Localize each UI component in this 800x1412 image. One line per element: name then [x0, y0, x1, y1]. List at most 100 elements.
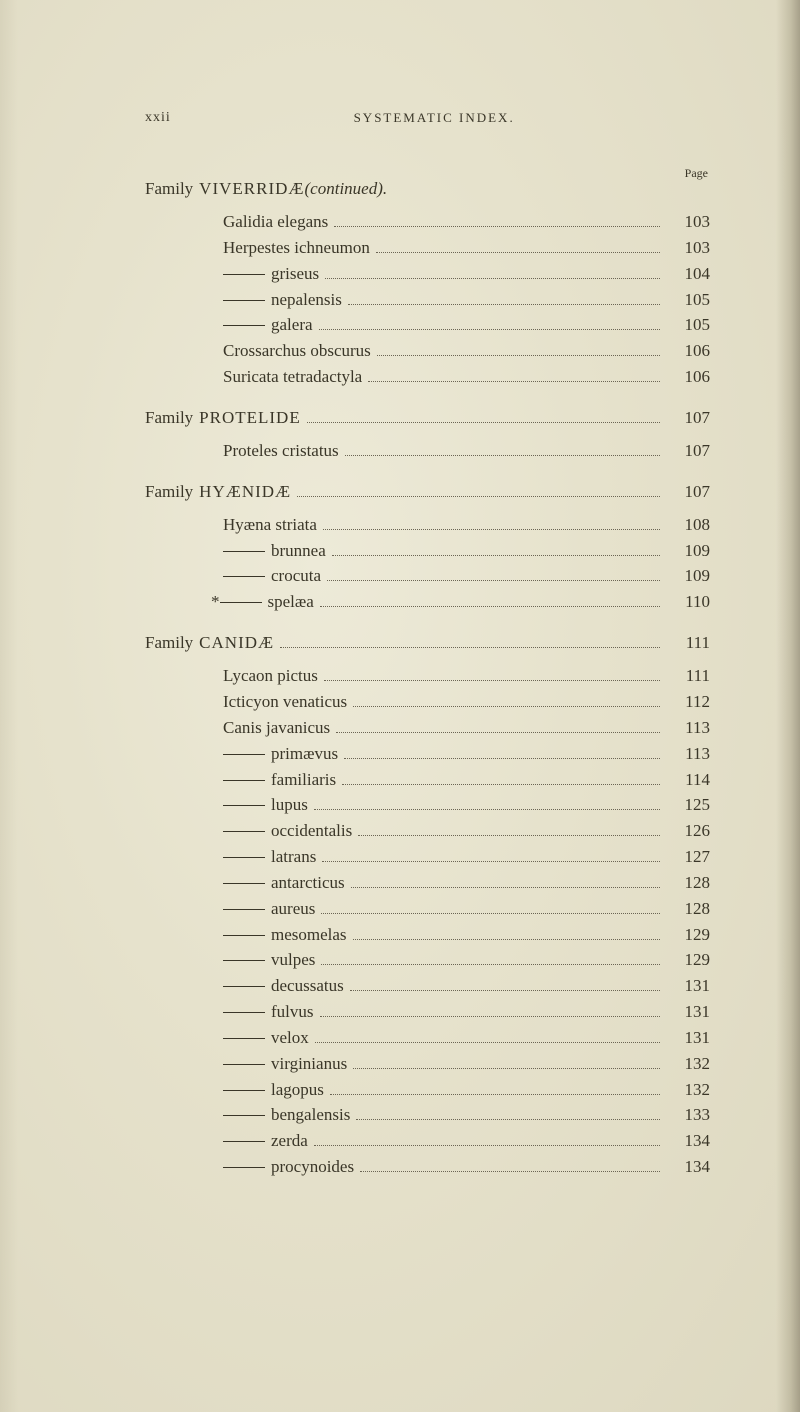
entry-text: Galidia elegans [223, 213, 328, 231]
entry-text: lupus [271, 796, 308, 814]
entry-page-number: 113 [666, 719, 710, 737]
entry-page-number: 108 [666, 516, 710, 534]
index-entry: Herpestes ichneumon103 [145, 239, 710, 257]
leader-dots [297, 496, 660, 497]
ditto-dash [223, 1167, 265, 1168]
ditto-dash [223, 1090, 265, 1091]
entry-text: occidentalis [271, 822, 352, 840]
entry-page-number: 131 [666, 977, 710, 995]
entry-text: griseus [271, 265, 319, 283]
ditto-dash [223, 1141, 265, 1142]
header-spacer [698, 110, 703, 126]
entry-text: Crossarchus obscurus [223, 342, 371, 360]
family-page-number: 111 [666, 633, 710, 653]
leader-dots [321, 913, 660, 914]
entry-page-number: 104 [666, 265, 710, 283]
index-entry: fulvus131 [145, 1003, 710, 1021]
index-entry: primævus113 [145, 745, 710, 763]
entry-text: zerda [271, 1132, 308, 1150]
index-entry: *spelæa110 [145, 593, 710, 611]
leader-dots [319, 329, 660, 330]
family-heading: Family CANIDÆ111 [145, 633, 710, 653]
family-name: HYÆNIDÆ [199, 482, 291, 502]
leader-dots [315, 1042, 660, 1043]
running-title: SYSTEMATIC INDEX. [354, 110, 515, 126]
entry-page-number: 105 [666, 316, 710, 334]
index-entry: lagopus132 [145, 1081, 710, 1099]
ditto-dash [223, 754, 265, 755]
index-entry: nepalensis105 [145, 291, 710, 309]
entry-page-number: 107 [666, 442, 710, 460]
ditto-dash [223, 986, 265, 987]
family-label: Family [145, 633, 193, 653]
leader-dots [332, 555, 660, 556]
leader-dots [353, 1068, 660, 1069]
index-entry: Canis javanicus 113 [145, 719, 710, 737]
leader-dots [344, 758, 660, 759]
index-entry: aureus128 [145, 900, 710, 918]
index-entry: bengalensis133 [145, 1106, 710, 1124]
family-name: PROTELIDE [199, 408, 301, 428]
entry-page-number: 109 [666, 542, 710, 560]
ditto-dash [223, 1012, 265, 1013]
leader-dots [323, 529, 660, 530]
family-heading: Family VIVERRIDÆ (continued). [145, 179, 710, 199]
leader-dots [348, 304, 660, 305]
ditto-dash [223, 1064, 265, 1065]
family-label: Family [145, 408, 193, 428]
entry-page-number: 127 [666, 848, 710, 866]
entry-page-number: 133 [666, 1106, 710, 1124]
index-entry: Crossarchus obscurus106 [145, 342, 710, 360]
index-entry: vulpes129 [145, 951, 710, 969]
entry-text: latrans [271, 848, 316, 866]
ditto-dash [223, 325, 265, 326]
entry-text: primævus [271, 745, 338, 763]
entry-page-number: 128 [666, 874, 710, 892]
index-entry: Proteles cristatus107 [145, 442, 710, 460]
entry-page-number: 132 [666, 1055, 710, 1073]
entry-text: decussatus [271, 977, 344, 995]
page: xxii SYSTEMATIC INDEX. PageFamily VIVERR… [0, 0, 800, 1412]
entry-text: Suricata tetradactyla [223, 368, 362, 386]
leader-dots [342, 784, 660, 785]
leader-dots [377, 355, 660, 356]
ditto-dash [223, 960, 265, 961]
entry-page-number: 134 [666, 1158, 710, 1176]
index-entry: familiaris114 [145, 771, 710, 789]
leader-dots [325, 278, 660, 279]
index-entry: zerda134 [145, 1132, 710, 1150]
ditto-dash [223, 805, 265, 806]
entry-text: spelæa [268, 593, 314, 611]
leader-dots [324, 680, 660, 681]
entry-text: Canis javanicus [223, 719, 330, 737]
index-entry: antarcticus 128 [145, 874, 710, 892]
page-roman: xxii [145, 110, 171, 126]
entry-text: nepalensis [271, 291, 342, 309]
running-header: xxii SYSTEMATIC INDEX. [145, 110, 710, 126]
ditto-dash [220, 602, 262, 603]
index-section: Family HYÆNIDÆ107Hyæna striata108brunnea… [145, 482, 710, 611]
entry-text: antarcticus [271, 874, 345, 892]
entry-text: Icticyon venaticus [223, 693, 347, 711]
ditto-dash [223, 1115, 265, 1116]
entry-page-number: 129 [666, 951, 710, 969]
entry-text: fulvus [271, 1003, 314, 1021]
leader-dots [353, 939, 660, 940]
entry-text: velox [271, 1029, 309, 1047]
leader-dots [314, 809, 660, 810]
continued-note: (continued). [305, 179, 388, 199]
ditto-dash [223, 274, 265, 275]
entry-page-number: 129 [666, 926, 710, 944]
entry-text: Hyæna striata [223, 516, 317, 534]
leader-dots [360, 1171, 660, 1172]
leader-dots [320, 606, 660, 607]
leader-dots [345, 455, 660, 456]
ditto-dash [223, 883, 265, 884]
index-section: Family CANIDÆ111Lycaon pictus111Icticyon… [145, 633, 710, 1176]
index-entry: Galidia elegans103 [145, 213, 710, 231]
index-entry: Hyæna striata 108 [145, 516, 710, 534]
entry-page-number: 111 [666, 667, 710, 685]
index-entry: brunnea109 [145, 542, 710, 560]
entry-page-number: 128 [666, 900, 710, 918]
index-entry: mesomelas129 [145, 926, 710, 944]
